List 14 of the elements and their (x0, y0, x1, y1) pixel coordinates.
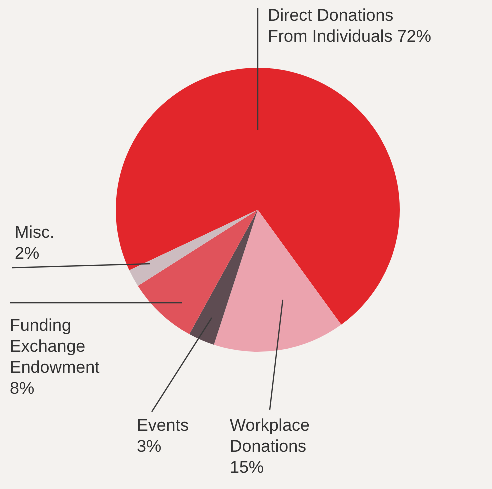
slice-label: Direct Donations From Individuals 72% (268, 6, 432, 46)
pie-slice (138, 210, 258, 334)
slice-label: Funding Exchange Endowment (10, 316, 100, 377)
pie-slice (214, 210, 342, 352)
slice-label: Misc. (15, 223, 55, 242)
slice-label: Workplace Donations (230, 416, 310, 456)
pie-slice (130, 210, 258, 286)
data-label: 15% (230, 458, 264, 477)
pie-slice (190, 210, 258, 346)
data-label: 2% (15, 244, 40, 263)
data-label: 3% (137, 437, 162, 456)
pie-slice (116, 68, 400, 325)
data-label: 8% (10, 379, 35, 398)
slice-label: Events (137, 416, 189, 435)
